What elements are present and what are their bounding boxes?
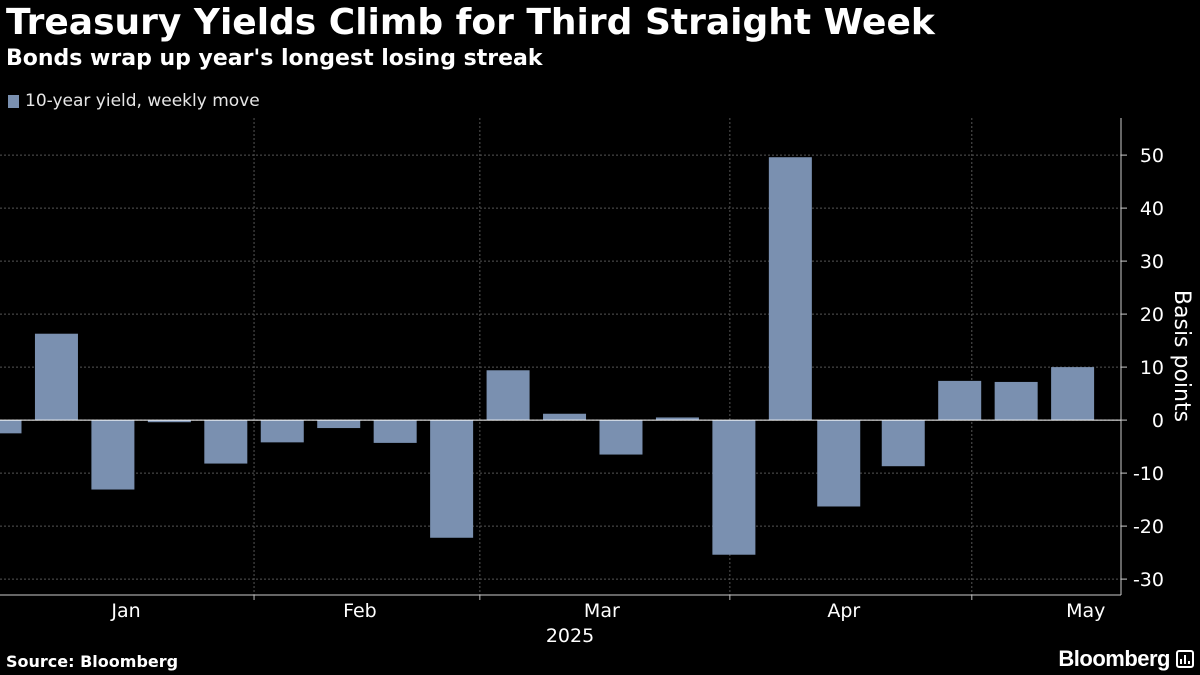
x-tick-label: Apr bbox=[827, 600, 860, 622]
bar bbox=[147, 420, 191, 423]
y-tick-label: 0 bbox=[1152, 410, 1164, 432]
y-tick-label: -20 bbox=[1133, 516, 1164, 538]
y-axis-title: Basis points bbox=[1169, 290, 1194, 422]
chart-title: Treasury Yields Climb for Third Straight… bbox=[6, 2, 935, 43]
bar bbox=[881, 420, 925, 467]
y-tick-label: 50 bbox=[1140, 145, 1164, 167]
x-tick-label: May bbox=[1066, 600, 1105, 622]
y-tick-label: -10 bbox=[1133, 463, 1164, 485]
y-tick-label: 20 bbox=[1140, 304, 1164, 326]
legend-label: 10-year yield, weekly move bbox=[25, 91, 260, 111]
bar bbox=[543, 413, 587, 421]
bar bbox=[994, 381, 1038, 421]
y-tick-label: 30 bbox=[1140, 251, 1164, 273]
bar bbox=[317, 420, 361, 429]
x-tick-label: Jan bbox=[110, 600, 140, 622]
source-note: Source: Bloomberg bbox=[6, 652, 179, 671]
bloomberg-chart-icon bbox=[1176, 650, 1194, 668]
bar bbox=[817, 420, 861, 507]
legend-swatch bbox=[8, 94, 19, 108]
bar bbox=[938, 380, 982, 421]
bar bbox=[599, 420, 643, 455]
bar bbox=[655, 417, 699, 421]
bar bbox=[712, 420, 756, 555]
bar bbox=[204, 420, 248, 464]
bar bbox=[768, 157, 812, 421]
bar bbox=[486, 370, 530, 421]
x-year-label: 2025 bbox=[546, 625, 594, 647]
chart-subtitle: Bonds wrap up year's longest losing stre… bbox=[6, 46, 543, 71]
bar bbox=[1051, 367, 1095, 421]
brand-name: Bloomberg bbox=[1058, 646, 1170, 671]
y-tick-label: 40 bbox=[1140, 198, 1164, 220]
bar bbox=[260, 420, 304, 443]
x-tick-label: Feb bbox=[343, 600, 377, 622]
y-tick-label: 10 bbox=[1140, 357, 1164, 379]
chart-legend: 10-year yield, weekly move bbox=[8, 91, 260, 111]
bar bbox=[373, 420, 417, 443]
bar bbox=[0, 420, 22, 434]
bar bbox=[430, 420, 474, 538]
bloomberg-logo: Bloomberg bbox=[1058, 646, 1194, 672]
x-tick-label: Mar bbox=[584, 600, 620, 622]
bar bbox=[34, 333, 78, 421]
bar bbox=[91, 420, 135, 490]
y-tick-label: -30 bbox=[1133, 569, 1164, 591]
